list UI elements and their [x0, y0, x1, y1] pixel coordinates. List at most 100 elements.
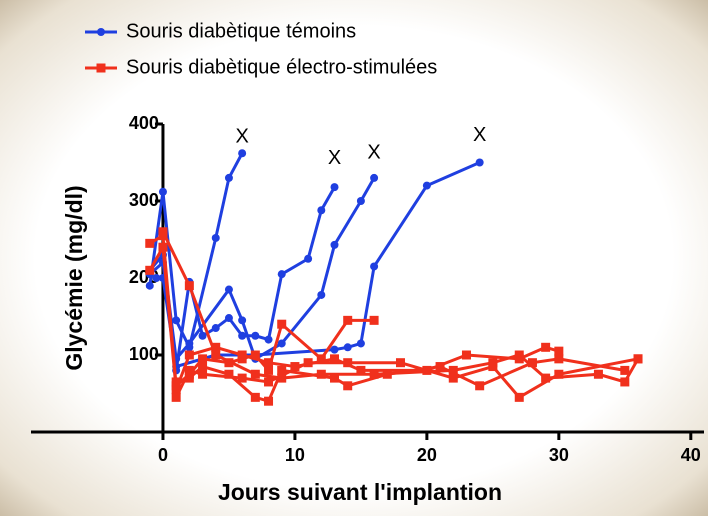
- marker: [237, 350, 247, 360]
- marker: [370, 262, 379, 271]
- x-tick-label: 30: [549, 445, 569, 465]
- marker: [554, 369, 564, 379]
- marker: [158, 187, 167, 196]
- marker: [224, 285, 233, 294]
- marker: [185, 339, 194, 348]
- marker: [541, 342, 551, 352]
- marker: [343, 315, 353, 325]
- marker: [343, 358, 353, 368]
- marker: [184, 373, 194, 383]
- x-tick-label: 0: [158, 445, 168, 465]
- marker: [277, 365, 287, 375]
- x-tick-label: 10: [285, 445, 305, 465]
- marker: [303, 358, 313, 368]
- marker: [330, 373, 340, 383]
- marker: [330, 345, 339, 354]
- marker: [184, 365, 194, 375]
- marker: [224, 314, 233, 323]
- marker: [356, 365, 366, 375]
- annotation: X: [235, 125, 248, 147]
- marker: [343, 381, 353, 391]
- marker: [145, 238, 155, 248]
- marker: [211, 342, 221, 352]
- y-tick-label: 300: [129, 190, 159, 210]
- marker: [264, 365, 274, 375]
- marker: [475, 158, 484, 167]
- marker: [356, 339, 365, 348]
- marker: [224, 173, 233, 182]
- legend-label: Souris diabètique témoins: [126, 20, 356, 42]
- marker: [461, 350, 471, 360]
- marker: [198, 369, 208, 379]
- marker: [238, 149, 247, 158]
- marker: [277, 339, 286, 348]
- marker: [620, 377, 630, 387]
- marker: [317, 290, 326, 299]
- marker: [554, 346, 564, 356]
- annotation: X: [328, 147, 341, 169]
- marker: [395, 358, 405, 368]
- marker: [211, 233, 220, 242]
- marker: [264, 358, 274, 368]
- marker: [633, 354, 643, 364]
- marker: [330, 354, 340, 364]
- x-axis-title: Jours suivant l'implantion: [218, 479, 502, 505]
- marker: [238, 316, 247, 325]
- marker: [172, 316, 181, 325]
- x-tick-label: 20: [417, 445, 437, 465]
- marker: [97, 28, 105, 36]
- marker: [369, 315, 379, 325]
- marker: [264, 335, 273, 344]
- marker: [448, 373, 458, 383]
- marker: [316, 354, 326, 364]
- marker: [620, 365, 630, 375]
- marker: [211, 350, 221, 360]
- legend-label: Souris diabètique électro-stimulées: [126, 56, 437, 78]
- series-line: [161, 231, 640, 384]
- marker: [264, 396, 274, 406]
- marker: [448, 365, 458, 375]
- annotation: X: [473, 124, 486, 146]
- marker: [224, 369, 234, 379]
- marker: [382, 369, 392, 379]
- marker: [184, 281, 194, 291]
- marker: [96, 63, 106, 73]
- marker: [422, 181, 431, 190]
- marker: [277, 270, 286, 279]
- marker: [554, 354, 564, 364]
- marker: [541, 373, 551, 383]
- series-line: [148, 177, 376, 361]
- marker: [514, 392, 524, 402]
- marker: [152, 274, 161, 282]
- marker: [475, 381, 485, 391]
- marker: [593, 369, 603, 379]
- marker: [250, 392, 260, 402]
- x-tick-label: 40: [681, 445, 701, 465]
- marker: [211, 324, 220, 333]
- y-tick-label: 100: [129, 344, 159, 364]
- marker: [158, 227, 168, 237]
- marker: [184, 350, 194, 360]
- marker: [171, 377, 181, 387]
- marker: [145, 265, 155, 275]
- marker: [514, 350, 524, 360]
- marker: [277, 319, 287, 329]
- marker: [250, 350, 260, 360]
- marker: [171, 392, 181, 402]
- marker: [330, 183, 339, 192]
- marker: [304, 254, 313, 263]
- marker: [145, 281, 154, 290]
- marker: [198, 354, 208, 364]
- marker: [317, 206, 326, 215]
- marker: [198, 331, 207, 340]
- y-axis-title: Glycémie (mg/dl): [61, 185, 87, 370]
- marker: [290, 362, 300, 372]
- y-tick-label: 400: [129, 113, 159, 133]
- marker: [277, 373, 287, 383]
- marker: [488, 362, 498, 372]
- marker: [198, 362, 208, 372]
- marker: [158, 242, 168, 252]
- marker: [343, 343, 352, 352]
- marker: [237, 373, 247, 383]
